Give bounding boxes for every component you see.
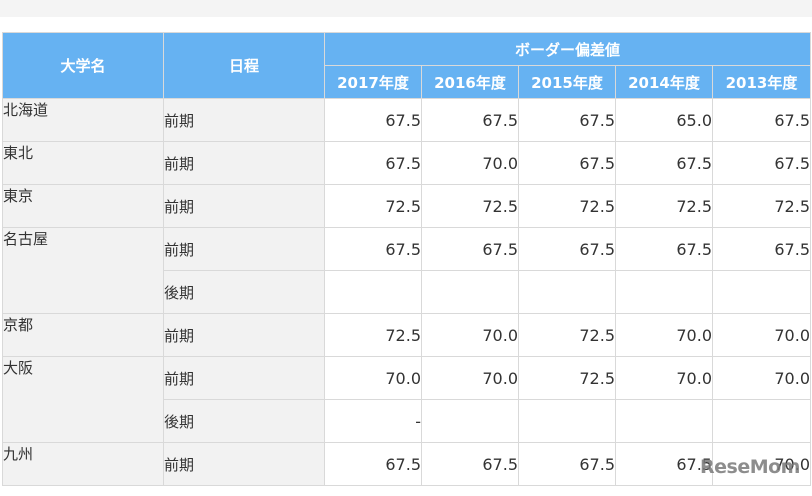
score-cell: 67.5 [615, 227, 713, 271]
header-schedule: 日程 [163, 32, 325, 99]
score-cell [324, 270, 422, 314]
university-name: 北海道 [2, 98, 164, 142]
table-row: 後期 [3, 270, 811, 314]
score-cell [712, 270, 811, 314]
score-cell: 72.5 [421, 184, 519, 228]
score-cell: 67.5 [712, 141, 811, 185]
header-year: 2017年度 [324, 65, 422, 99]
score-cell [518, 399, 616, 443]
table-row: 東北 前期 67.5 70.0 67.5 67.5 67.5 [2, 141, 811, 185]
table-row: 大阪 前期 70.0 70.0 72.5 70.0 70.0 [2, 356, 811, 443]
university-name: 京都 [2, 313, 164, 357]
score-cell: 67.5 [421, 98, 519, 142]
score-cell: 67.5 [712, 98, 811, 142]
score-cell [712, 399, 811, 443]
score-cell: 72.5 [324, 184, 422, 228]
score-cell: 70.0 [712, 442, 811, 486]
score-cell: 67.5 [324, 98, 422, 142]
schedule-cell: 前期 [163, 141, 325, 185]
score-cell: 67.5 [518, 227, 616, 271]
score-cell [615, 270, 713, 314]
score-cell: 67.5 [615, 442, 713, 486]
score-cell: 70.0 [615, 313, 713, 357]
score-cell: 65.0 [615, 98, 713, 142]
score-cell: 72.5 [518, 356, 616, 400]
university-name: 東京 [2, 184, 164, 228]
score-cell: 72.5 [615, 184, 713, 228]
schedule-cell: 前期 [163, 442, 325, 486]
schedule-cell: 前期 [163, 356, 325, 400]
score-cell: 70.0 [712, 356, 811, 400]
score-cell [518, 270, 616, 314]
schedule-cell: 前期 [163, 184, 325, 228]
schedule-cell: 前期 [163, 313, 325, 357]
score-cell: 72.5 [712, 184, 811, 228]
score-cell: 67.5 [518, 98, 616, 142]
university-name: 東北 [2, 141, 164, 185]
score-cell: 67.5 [712, 227, 811, 271]
header-year: 2013年度 [712, 65, 811, 99]
score-cell: 67.5 [421, 227, 519, 271]
university-name: 大阪 [2, 356, 164, 443]
table-row: 北海道 前期 67.5 67.5 67.5 65.0 67.5 [2, 98, 811, 142]
header-university: 大学名 [2, 32, 164, 99]
score-cell [421, 270, 519, 314]
score-cell: 70.0 [712, 313, 811, 357]
score-cell: 72.5 [518, 184, 616, 228]
score-cell: 72.5 [324, 313, 422, 357]
header-year: 2015年度 [518, 65, 616, 99]
schedule-cell: 前期 [163, 227, 325, 271]
score-cell: 67.5 [324, 141, 422, 185]
score-cell: 70.0 [324, 356, 422, 400]
score-cell: 70.0 [421, 313, 519, 357]
table-row: 後期 - [3, 399, 811, 443]
border-score-table: 大学名 日程 ボーダー偏差値 2017年度 2016年度 2015年度 2014… [2, 32, 811, 486]
score-cell [615, 399, 713, 443]
score-cell: 67.5 [615, 141, 713, 185]
table-row: 九州 前期 67.5 67.5 67.5 67.5 70.0 [2, 442, 811, 486]
score-cell: 67.5 [324, 227, 422, 271]
score-cell [421, 399, 519, 443]
header-border-score: ボーダー偏差値 [324, 32, 811, 66]
score-cell: 67.5 [324, 442, 422, 486]
score-cell: 70.0 [421, 141, 519, 185]
score-cell: 67.5 [518, 442, 616, 486]
schedule-cell: 後期 [163, 270, 325, 314]
resemom-logo: ReseMom [700, 456, 800, 478]
score-cell: 67.5 [421, 442, 519, 486]
score-cell: - [324, 399, 422, 443]
header-year: 2014年度 [615, 65, 713, 99]
header-year: 2016年度 [421, 65, 519, 99]
table-row: 名古屋 前期 67.5 67.5 67.5 67.5 67.5 [2, 227, 811, 314]
top-band [0, 0, 812, 17]
score-cell: 67.5 [518, 141, 616, 185]
schedule-cell: 前期 [163, 98, 325, 142]
score-cell: 70.0 [615, 356, 713, 400]
schedule-cell: 後期 [163, 399, 325, 443]
score-cell: 70.0 [421, 356, 519, 400]
university-name: 名古屋 [2, 227, 164, 314]
score-cell: 72.5 [518, 313, 616, 357]
table-row: 東京 前期 72.5 72.5 72.5 72.5 72.5 [2, 184, 811, 228]
university-name: 九州 [2, 442, 164, 486]
table-row: 京都 前期 72.5 70.0 72.5 70.0 70.0 [2, 313, 811, 357]
